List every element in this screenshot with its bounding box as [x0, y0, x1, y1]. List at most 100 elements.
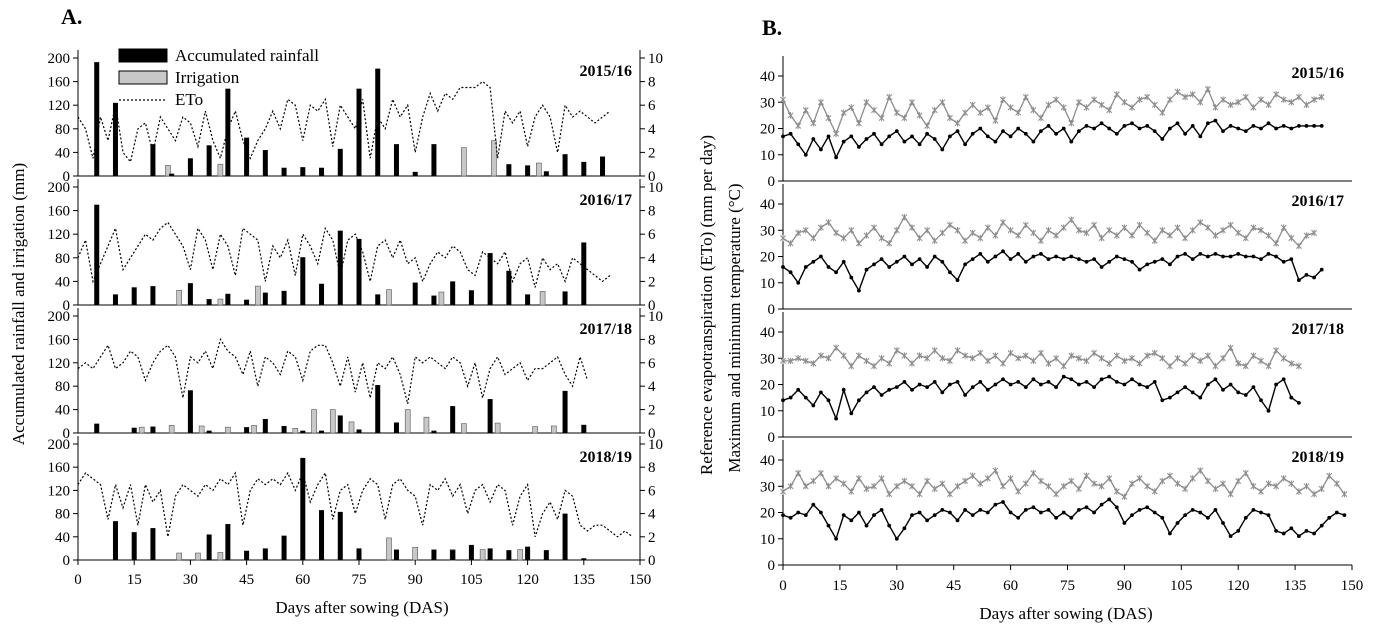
tmax-point: [946, 357, 953, 365]
season-label: 2016/17: [580, 192, 632, 209]
tmin-point: [864, 267, 869, 272]
tmax-point: [909, 360, 915, 367]
rainfall-bar: [262, 548, 268, 560]
y-tick-label: 30: [760, 351, 775, 367]
tmax-point: [1280, 224, 1287, 231]
tmax-point: [1037, 349, 1044, 357]
tmax-point: [1083, 472, 1090, 479]
rainfall-bar: [412, 171, 418, 176]
rainfall-bar: [244, 427, 250, 433]
season-label: 2015/16: [580, 63, 632, 80]
tmin-point: [985, 134, 990, 139]
tmin-point: [940, 259, 945, 264]
rainfall-bar: [487, 253, 493, 305]
tmax-point: [1288, 480, 1295, 487]
tmin-point: [925, 265, 929, 269]
tmax-point: [1166, 232, 1173, 239]
tmin-point: [1236, 529, 1241, 533]
tmax-point: [1242, 93, 1249, 101]
rainfall-bar: [450, 550, 456, 560]
left-tick-label: 160: [48, 75, 71, 91]
tmax-point: [901, 114, 908, 122]
tmin-line: [782, 250, 1323, 293]
left-tick-label: 200: [48, 51, 71, 67]
rainfall-bar: [112, 294, 118, 305]
rainfall-bar: [169, 173, 175, 176]
tmax-point: [909, 483, 915, 490]
tmax-point: [1303, 483, 1310, 490]
rainfall-bar: [375, 68, 381, 176]
tmin-point: [1084, 124, 1089, 128]
tmin-point: [993, 254, 998, 259]
subplot-2016-17: 0 40 80 120 160 200 0 2 4 6 8 10 2016/17: [48, 179, 663, 314]
tmin-point: [1228, 534, 1233, 538]
tmin-point: [1342, 513, 1347, 517]
y-tick-label: 30: [760, 479, 775, 495]
tmin-point: [1221, 254, 1225, 259]
panel-a-x-axis-title: Days after sowing (DAS): [275, 598, 448, 617]
rainfall-bar: [506, 550, 512, 560]
x-tick-label: 45: [946, 578, 961, 594]
tmax-point: [1265, 101, 1272, 109]
irrigation-bar: [517, 549, 523, 561]
tmax-point: [848, 104, 855, 111]
tmax-point: [863, 232, 870, 239]
tmin-point: [1243, 254, 1248, 259]
tmax-point: [1007, 227, 1014, 234]
tmax-point: [1166, 362, 1173, 370]
tmax-point: [962, 352, 969, 359]
tmax-point: [1204, 224, 1211, 231]
rainfall-bar: [319, 430, 325, 433]
tmax-point: [1091, 221, 1098, 229]
right-tick-label: 4: [648, 251, 656, 267]
tmax-point: [848, 227, 855, 234]
rainfall-bar: [244, 299, 250, 305]
tmax-point: [1258, 96, 1264, 103]
tmin-point: [841, 513, 846, 517]
temp-subplot-2016-17: 0 10 20 30 40 2016/17: [760, 184, 1352, 318]
tmin-point: [1297, 278, 1301, 282]
tmin-point: [1213, 508, 1218, 512]
rainfall-bar: [375, 294, 381, 305]
subplot-2018-19: 0 40 80 120 160 200 0 2 4 6 8 10 2018/19: [48, 436, 663, 569]
x-tick-label: 30: [889, 578, 904, 594]
tmax-point: [1136, 475, 1143, 482]
tmin-point: [1107, 374, 1112, 379]
tmin-point: [1190, 508, 1195, 512]
tmax-point: [840, 480, 847, 487]
rainfall-bar: [150, 286, 156, 305]
rainfall-bar: [281, 167, 287, 176]
tmin-point: [826, 523, 831, 528]
tmin-point: [985, 259, 990, 264]
tmin-point: [1084, 380, 1089, 384]
rainfall-bar: [281, 535, 287, 560]
irrigation-bar: [551, 425, 557, 434]
x-tick-label: 90: [408, 572, 423, 588]
tmin-point: [917, 510, 922, 515]
tmax-point: [1280, 355, 1287, 362]
tmax-point: [1053, 96, 1060, 103]
tmax-point: [1174, 480, 1181, 487]
tmin-point: [955, 380, 960, 384]
tmax-point: [1159, 355, 1166, 362]
tmax-point: [1182, 234, 1189, 242]
tmin-point: [917, 142, 922, 147]
tmax-point: [840, 234, 847, 242]
tmin-point: [1046, 508, 1051, 512]
eto-line: [77, 337, 589, 404]
rainfall-bar: [450, 406, 456, 433]
tmax-point: [1015, 355, 1022, 362]
tmax-point: [855, 352, 862, 359]
tmin-point: [834, 155, 838, 160]
tmax-point: [924, 477, 931, 485]
tmin-point: [1069, 515, 1074, 520]
tmax-point: [909, 99, 915, 106]
tmin-point: [803, 513, 808, 517]
rainfall-bar: [300, 457, 306, 560]
tmax-point: [1106, 106, 1113, 114]
left-tick-label: 200: [48, 437, 71, 453]
tmax-point: [802, 357, 809, 365]
tmin-point: [894, 129, 899, 134]
x-tick-label: 75: [352, 572, 367, 588]
rainfall-bar: [525, 294, 531, 305]
